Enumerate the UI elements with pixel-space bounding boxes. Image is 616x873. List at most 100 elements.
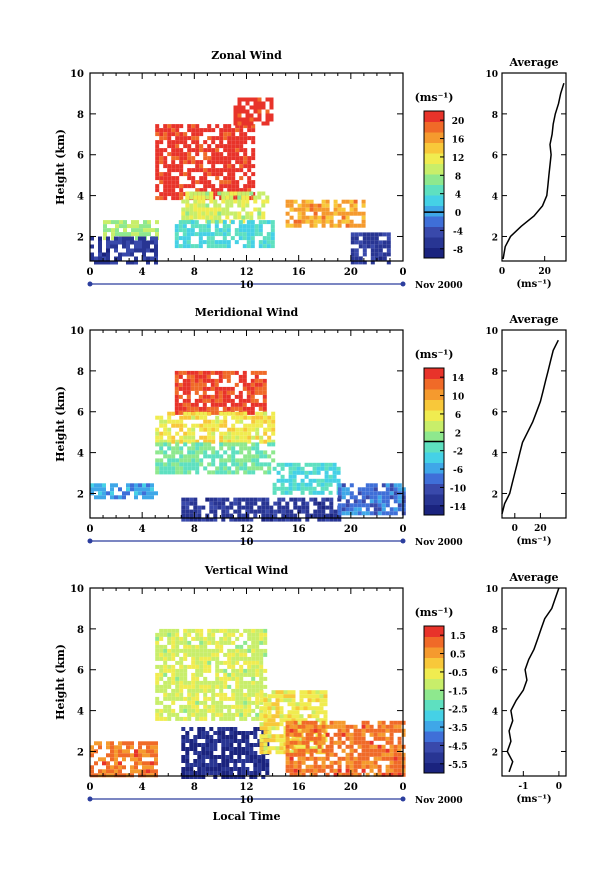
heatmap-cell — [229, 505, 234, 510]
heatmap-cell — [218, 228, 223, 233]
heatmap-cell — [283, 742, 288, 747]
heatmap-cell — [179, 668, 184, 673]
heatmap-cell — [245, 739, 250, 743]
heatmap-cell — [167, 696, 172, 701]
heatmap-cell — [239, 140, 244, 145]
heatmap-cell — [209, 211, 214, 216]
heatmap-cell — [183, 668, 188, 673]
heatmap-cell — [154, 256, 158, 261]
panel-title: Vertical Wind — [204, 564, 289, 577]
heatmap-cell — [167, 136, 172, 141]
heatmap-cell — [361, 491, 366, 496]
heatmap-cell — [254, 378, 259, 383]
average-title: Average — [508, 571, 558, 584]
heatmap-cell — [187, 435, 192, 440]
heatmap-cell — [179, 160, 184, 165]
heatmap-cell — [251, 180, 256, 185]
heatmap-cell — [235, 180, 240, 185]
heatmap-cell — [207, 470, 212, 475]
heatmap-cell — [155, 188, 160, 193]
heatmap-cell — [155, 152, 160, 157]
heatmap-cell — [187, 470, 192, 475]
heatmap-cell — [254, 398, 259, 403]
heatmap-cell — [385, 499, 390, 504]
heatmap-cell — [155, 228, 159, 233]
heatmap-cell — [183, 136, 188, 141]
heatmap-cell — [163, 652, 168, 657]
heatmap-cell — [263, 470, 268, 475]
heatmap-cell — [230, 390, 235, 395]
heatmap-cell — [183, 656, 188, 661]
heatmap-cell — [259, 746, 264, 751]
heatmap-cell — [186, 244, 191, 249]
heatmap-cell — [321, 219, 326, 224]
heatmap-cell — [207, 156, 212, 161]
heatmap-cell — [239, 431, 244, 436]
heatmap-cell — [341, 507, 346, 512]
heatmap-cell — [98, 773, 102, 778]
heatmap-cell — [389, 736, 394, 741]
heatmap-cell — [203, 676, 208, 681]
heatmap-cell — [175, 180, 180, 185]
heatmap-cell — [197, 767, 202, 771]
heatmap-cell — [297, 497, 302, 502]
heatmap-cell — [167, 427, 172, 432]
heatmap-cell — [175, 696, 180, 701]
heatmap-cell — [186, 220, 191, 225]
heatmap-cell — [181, 771, 186, 775]
heatmap-cell — [205, 215, 210, 220]
heatmap-cell — [349, 768, 354, 773]
heatmap-cell — [154, 773, 158, 778]
heatmap-cell — [285, 505, 290, 510]
heatmap-cell — [243, 446, 248, 451]
heatmap-cell — [291, 706, 296, 711]
heatmap-cell — [276, 486, 281, 491]
heatmap-cell — [231, 458, 236, 463]
heatmap-cell — [305, 724, 310, 729]
heatmap-cell — [155, 640, 160, 645]
heatmap-cell — [250, 386, 255, 391]
heatmap-cell — [259, 676, 264, 681]
heatmap-cell — [315, 734, 320, 739]
heatmap-cell — [321, 724, 326, 729]
colorbar-segment — [424, 153, 444, 164]
heatmap-cell — [143, 228, 147, 233]
heatmap-cell — [178, 382, 183, 387]
heatmap-cell — [324, 462, 329, 467]
heatmap-cell — [215, 656, 220, 661]
heatmap-cell — [365, 720, 370, 725]
heatmap-cell — [175, 419, 180, 424]
heatmap-cell — [187, 454, 192, 459]
heatmap-cell — [341, 756, 346, 761]
heatmap-cell — [389, 487, 394, 492]
heatmap-cell — [181, 505, 186, 510]
heatmap-cell — [203, 423, 208, 428]
heatmap-cell — [187, 640, 192, 645]
heatmap-cell — [211, 152, 216, 157]
heatmap-cell — [217, 501, 222, 506]
heatmap-cell — [219, 470, 224, 475]
heatmap-cell — [329, 760, 334, 765]
heatmap-cell — [186, 394, 191, 399]
x-tick-label: 20 — [344, 782, 358, 793]
heatmap-cell — [276, 470, 281, 475]
heatmap-cell — [207, 168, 212, 173]
heatmap-cell — [272, 490, 277, 495]
heatmap-cell — [265, 117, 270, 122]
heatmap-cell — [243, 700, 248, 705]
colorbar-segment — [424, 378, 444, 390]
heatmap-cell — [311, 706, 316, 711]
heatmap-cell — [337, 736, 342, 741]
heatmap-cell — [247, 648, 252, 653]
heatmap-cell — [178, 374, 183, 379]
heatmap-cell — [227, 470, 232, 475]
heatmap-cell — [245, 195, 250, 200]
heatmap-cell — [297, 211, 302, 216]
heatmap-cell — [175, 450, 180, 455]
heatmap-cell — [181, 501, 186, 506]
heatmap-cell — [146, 769, 150, 774]
y-tick-label: 10 — [70, 326, 84, 337]
heatmap-cell — [181, 727, 186, 731]
heatmap-cell — [242, 406, 247, 411]
heatmap-cell — [194, 378, 199, 383]
